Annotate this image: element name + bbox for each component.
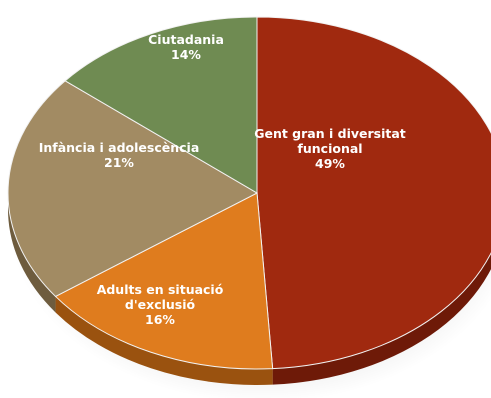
pie-slice-side-2 bbox=[7, 193, 56, 313]
pie-slice-side-0 bbox=[272, 253, 491, 385]
pie-slice-side-1 bbox=[55, 296, 273, 385]
slice-label-0: Gent gran i diversitat funcional 49% bbox=[254, 126, 406, 171]
slice-percent-3: 14% bbox=[171, 47, 201, 62]
slice-label-line-3-0: Ciutadania bbox=[148, 32, 224, 47]
slice-label-line-1-1: d'exclusió bbox=[125, 297, 196, 312]
pie-slice-2 bbox=[7, 80, 259, 298]
slice-label-1: Adults en situació d'exclusió 16% bbox=[97, 282, 224, 327]
slice-label-line-1-0: Adults en situació bbox=[97, 282, 224, 297]
slice-label-2: Infància i adolescència 21% bbox=[39, 140, 200, 170]
pie-slice-3 bbox=[64, 16, 258, 194]
slice-label-line-2-0: Infància i adolescència bbox=[39, 140, 200, 155]
slice-percent-2: 21% bbox=[104, 155, 134, 170]
slice-label-line-0-0: Gent gran i diversitat bbox=[254, 126, 406, 141]
slice-percent-0: 49% bbox=[315, 156, 345, 171]
pie-slice-0 bbox=[256, 16, 491, 370]
slice-label-3: Ciutadania 14% bbox=[148, 32, 224, 62]
slice-percent-1: 16% bbox=[145, 312, 175, 327]
pie-slice-1 bbox=[54, 192, 274, 370]
slice-label-line-0-1: funcional bbox=[297, 141, 362, 156]
